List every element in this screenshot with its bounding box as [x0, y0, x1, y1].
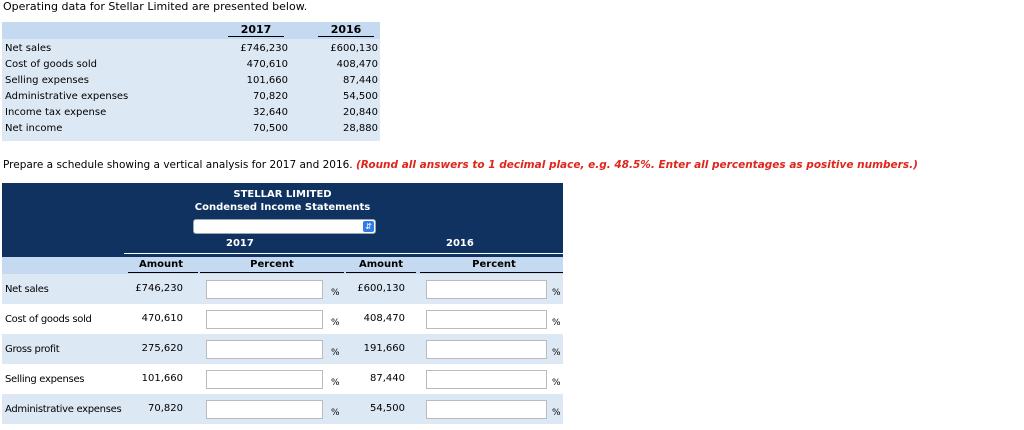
- percent-2016-input[interactable]: [426, 280, 547, 299]
- percent-sign: %: [552, 408, 561, 418]
- percent-sign: %: [552, 378, 561, 388]
- percent-sign: %: [331, 348, 340, 358]
- row-label: Selling expenses: [5, 75, 90, 86]
- amount-2017: 275,620: [141, 343, 183, 354]
- row-label: Administrative expenses: [5, 404, 122, 415]
- percent-sign: %: [331, 408, 340, 418]
- percent-2016-input[interactable]: [426, 340, 547, 359]
- rounding-note: (Round all answers to 1 decimal place, e…: [356, 159, 918, 171]
- amount-2017: 70,820: [148, 403, 183, 414]
- col-percent-2017: Percent: [250, 259, 294, 270]
- percent-sign: %: [552, 318, 561, 328]
- percent-2017-input[interactable]: [206, 280, 323, 299]
- amount-2016: 191,660: [363, 343, 405, 354]
- amount-2016: 408,470: [363, 313, 405, 324]
- percent-sign: %: [331, 288, 340, 298]
- table-row: Cost of goods sold 470,610% 408,470%: [2, 304, 563, 334]
- percent-sign: %: [552, 348, 561, 358]
- table-row: Net sales £746,230 £600,130: [2, 41, 380, 57]
- operating-header: 2017 2016: [2, 22, 380, 39]
- table-row: Selling expenses 101,660% 87,440%: [2, 364, 563, 394]
- table-row: Selling expenses 101,660 87,440: [2, 73, 380, 89]
- col-amount-2016: Amount: [358, 259, 404, 270]
- value-2016: 54,500: [343, 91, 378, 102]
- col-underline: [128, 272, 198, 273]
- value-2017: 101,660: [246, 75, 288, 86]
- amount-2017: £746,230: [135, 283, 183, 294]
- year-2017-header: 2017: [228, 23, 284, 37]
- value-2017: 70,500: [253, 123, 288, 134]
- intro-text: Operating data for Stellar Limited are p…: [3, 0, 308, 13]
- table-row: Gross profit 275,620% 191,660%: [2, 334, 563, 364]
- percent-2017-input[interactable]: [206, 370, 323, 389]
- amount-2017: 101,660: [141, 373, 183, 384]
- table-row: Net income 70,500 28,880: [2, 121, 380, 137]
- value-2017: 70,820: [253, 91, 288, 102]
- percent-2017-input[interactable]: [206, 340, 323, 359]
- amount-2017: 470,610: [141, 313, 183, 324]
- percent-sign: %: [552, 288, 561, 298]
- row-label: Selling expenses: [5, 374, 85, 385]
- row-label: Cost of goods sold: [5, 314, 92, 325]
- percent-sign: %: [331, 318, 340, 328]
- value-2016: 28,880: [343, 123, 378, 134]
- value-2017: £746,230: [240, 43, 288, 54]
- row-label: Administrative expenses: [5, 91, 129, 102]
- schedule-year-2017: 2017: [226, 238, 254, 249]
- year-2016-header: 2016: [318, 23, 374, 37]
- table-row: Administrative expenses 70,820 54,500: [2, 89, 380, 105]
- amount-2016: 54,500: [370, 403, 405, 414]
- company-name: STELLAR LIMITED: [233, 189, 332, 200]
- col-amount-2017: Amount: [138, 259, 184, 270]
- value-2017: 32,640: [253, 107, 288, 118]
- table-row: Cost of goods sold 470,610 408,470: [2, 57, 380, 73]
- amount-2016: £600,130: [357, 283, 405, 294]
- operating-data-table: 2017 2016 Net sales £746,230 £600,130 Cost …: [2, 22, 380, 141]
- row-label: Income tax expense: [5, 107, 107, 118]
- year-2017-divider: [124, 253, 344, 254]
- row-label: Cost of goods sold: [5, 59, 98, 70]
- row-label: Gross profit: [5, 344, 60, 355]
- col-percent-2016: Percent: [472, 259, 516, 270]
- statement-title: Condensed Income Statements: [194, 202, 371, 213]
- value-2017: 470,610: [246, 59, 288, 70]
- col-underline: [346, 272, 416, 273]
- schedule-year-2016: 2016: [446, 238, 474, 249]
- schedule-rows: Net sales £746,230% £600,130% Cost of goods…: [2, 274, 563, 424]
- value-2016: £600,130: [330, 43, 378, 54]
- operating-body: Net sales £746,230 £600,130 Cost of goods s…: [2, 39, 380, 141]
- instructions: Prepare a schedule showing a vertical an…: [3, 159, 918, 171]
- row-label: Net income: [5, 123, 63, 134]
- row-label: Net sales: [5, 284, 49, 295]
- chevron-updown-icon[interactable]: ⇵: [363, 221, 374, 232]
- row-label: Net sales: [5, 43, 52, 54]
- value-2016: 87,440: [343, 75, 378, 86]
- table-row: Net sales £746,230% £600,130%: [2, 274, 563, 304]
- value-2016: 408,470: [336, 59, 378, 70]
- percent-2016-input[interactable]: [426, 370, 547, 389]
- col-underline: [420, 272, 563, 273]
- column-headers: Amount Percent Amount Percent: [2, 257, 563, 274]
- percent-2017-input[interactable]: [206, 310, 323, 329]
- percent-sign: %: [331, 378, 340, 388]
- percent-2017-input[interactable]: [206, 400, 323, 419]
- percent-2016-input[interactable]: [426, 400, 547, 419]
- table-row: Income tax expense 32,640 20,840: [2, 105, 380, 121]
- value-2016: 20,840: [343, 107, 378, 118]
- col-underline: [200, 272, 344, 273]
- year-2016-divider: [344, 253, 563, 254]
- statement-period-select[interactable]: ⇵: [193, 219, 376, 234]
- percent-2016-input[interactable]: [426, 310, 547, 329]
- table-row: Administrative expenses 70,820% 54,500%: [2, 394, 563, 424]
- amount-2016: 87,440: [370, 373, 405, 384]
- instructions-text: Prepare a schedule showing a vertical an…: [3, 159, 356, 171]
